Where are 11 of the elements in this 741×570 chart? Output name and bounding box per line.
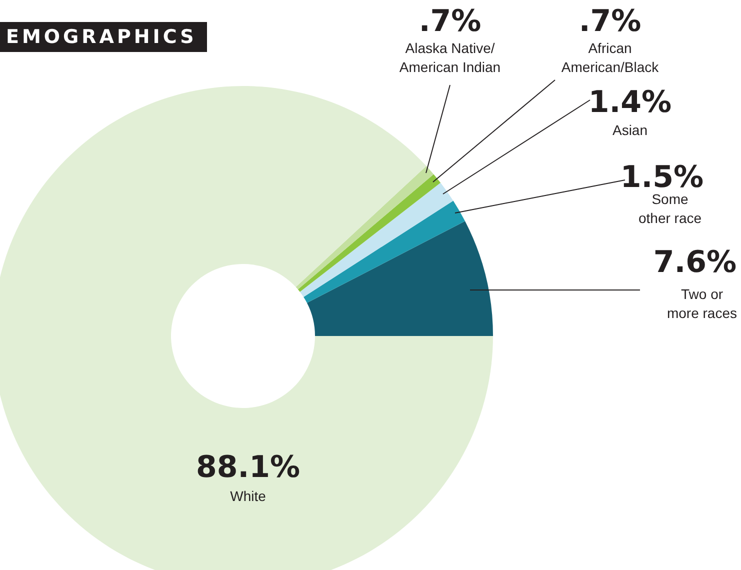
data-label: 1.4% xyxy=(588,85,672,120)
data-label: 7.6% xyxy=(653,245,737,280)
data-label: .7% xyxy=(578,4,642,39)
slice-label: African American/Black xyxy=(561,40,660,75)
slice-label: Asian xyxy=(612,122,648,138)
slice-label: White xyxy=(230,488,266,504)
slice-label: Alaska Native/ American Indian xyxy=(399,40,501,75)
data-label: 88.1% xyxy=(196,450,300,485)
slice-label: Two or more races xyxy=(666,286,738,321)
data-label: .7% xyxy=(418,4,482,39)
text: EMOGRAPHICS xyxy=(0,22,207,52)
